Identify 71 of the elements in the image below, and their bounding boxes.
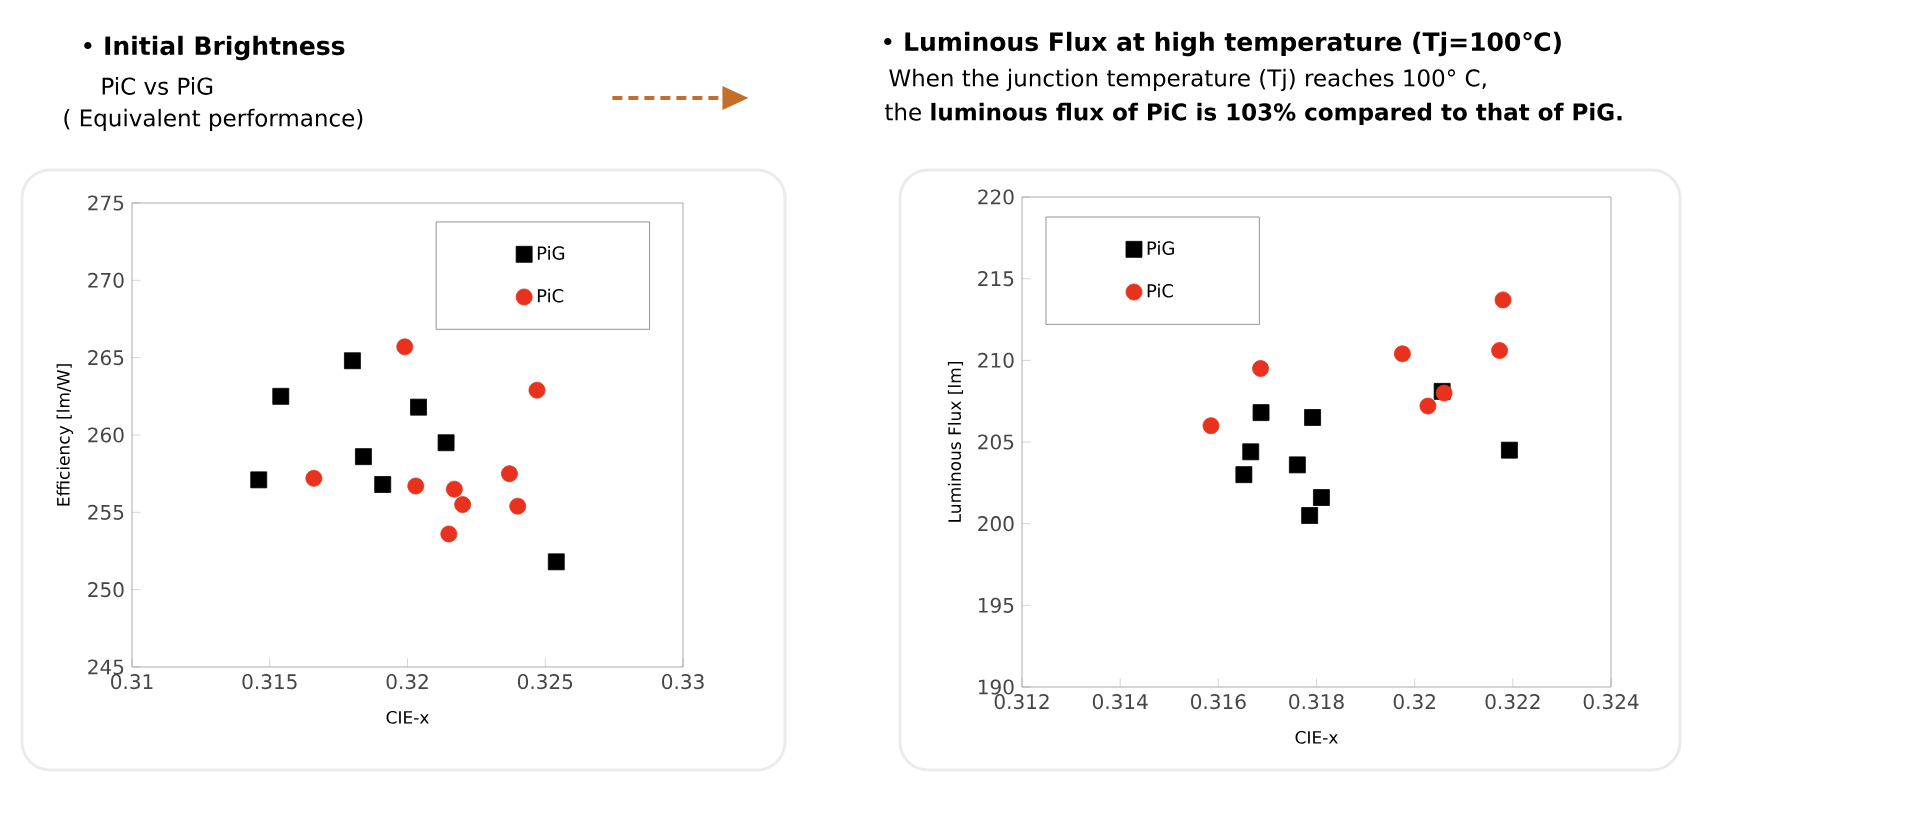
point bbox=[1491, 342, 1508, 359]
point bbox=[1394, 345, 1411, 363]
y-tick-label: 275 bbox=[88, 195, 124, 211]
point bbox=[547, 553, 565, 571]
point bbox=[1252, 404, 1270, 421]
point bbox=[1494, 291, 1512, 309]
point bbox=[355, 448, 372, 466]
point bbox=[445, 480, 463, 498]
text: ( Equivalent performance) bbox=[64, 108, 363, 132]
legend-label: PiC bbox=[1147, 283, 1174, 298]
point bbox=[528, 381, 546, 399]
point bbox=[509, 497, 527, 515]
point bbox=[250, 471, 268, 489]
chart-subtitle: PiC vs PiG bbox=[102, 77, 213, 95]
point bbox=[374, 476, 392, 493]
x-tick-label: 0.316 bbox=[1191, 694, 1246, 710]
y-tick-label: 245 bbox=[88, 659, 124, 675]
legend-label: PiC bbox=[537, 288, 564, 303]
legend-label: PiG bbox=[1147, 241, 1174, 255]
x-tick-label: 0.322 bbox=[1485, 694, 1540, 710]
chart-title: • Luminous Flux at high temperature (Tj=100℃) bbox=[884, 31, 1561, 57]
point bbox=[1288, 456, 1306, 474]
point bbox=[1252, 360, 1269, 377]
y-tick-label: 255 bbox=[88, 504, 124, 520]
y-tick-label: 265 bbox=[88, 350, 124, 366]
point bbox=[1242, 443, 1260, 461]
y-tick-label: 195 bbox=[978, 597, 1014, 613]
x-tick-label: 0.325 bbox=[517, 674, 573, 690]
x-tick-label: 0.31 bbox=[111, 674, 153, 690]
point bbox=[1501, 441, 1518, 459]
y-tick-label: 210 bbox=[978, 352, 1014, 368]
point bbox=[440, 525, 458, 543]
x-axis-title: CIE-x bbox=[386, 710, 429, 724]
y-tick-label: 190 bbox=[978, 679, 1014, 695]
point bbox=[1301, 507, 1319, 524]
y-tick-label: 200 bbox=[978, 516, 1014, 532]
x-tick-label: 0.32 bbox=[386, 674, 428, 690]
chart-title: • Initial Brightness bbox=[84, 35, 345, 61]
point bbox=[1235, 466, 1253, 484]
y-tick-label: 205 bbox=[978, 434, 1014, 450]
point bbox=[437, 434, 455, 452]
x-tick-label: 0.32 bbox=[1393, 694, 1435, 710]
point bbox=[1202, 417, 1220, 435]
y-tick-label: 270 bbox=[88, 272, 124, 288]
point bbox=[407, 477, 425, 495]
point bbox=[454, 496, 472, 513]
y-tick-label: 215 bbox=[978, 271, 1014, 287]
point bbox=[272, 387, 290, 405]
text: the luminous flux of PiC is 103% compared to that of PiG. bbox=[885, 102, 1622, 126]
legend-label: PiG bbox=[537, 245, 565, 260]
x-tick-label: 0.315 bbox=[242, 674, 297, 690]
point bbox=[1419, 397, 1437, 415]
y-tick-label: 220 bbox=[978, 189, 1014, 205]
chart-subtitle: When the junction temperature (Tj) reaches 100° C, bbox=[889, 68, 1486, 92]
point bbox=[1313, 489, 1330, 506]
x-tick-label: 0.314 bbox=[1092, 694, 1148, 710]
x-tick-label: 0.312 bbox=[994, 694, 1049, 710]
x-tick-label: 0.33 bbox=[662, 674, 704, 690]
point bbox=[501, 465, 518, 483]
x-axis-title: CIE-x bbox=[1295, 730, 1338, 744]
y-axis-title: Efficiency [lm/W] bbox=[56, 364, 74, 506]
point bbox=[305, 469, 323, 487]
x-tick-label: 0.324 bbox=[1583, 694, 1639, 710]
y-tick-label: 260 bbox=[88, 427, 124, 443]
y-axis-title: Luminous Flux [lm] bbox=[947, 362, 964, 522]
point bbox=[410, 398, 427, 416]
y-tick-label: 250 bbox=[88, 582, 124, 598]
point bbox=[1304, 409, 1321, 426]
point bbox=[396, 338, 414, 356]
point bbox=[344, 352, 361, 370]
x-tick-label: 0.318 bbox=[1289, 694, 1344, 710]
